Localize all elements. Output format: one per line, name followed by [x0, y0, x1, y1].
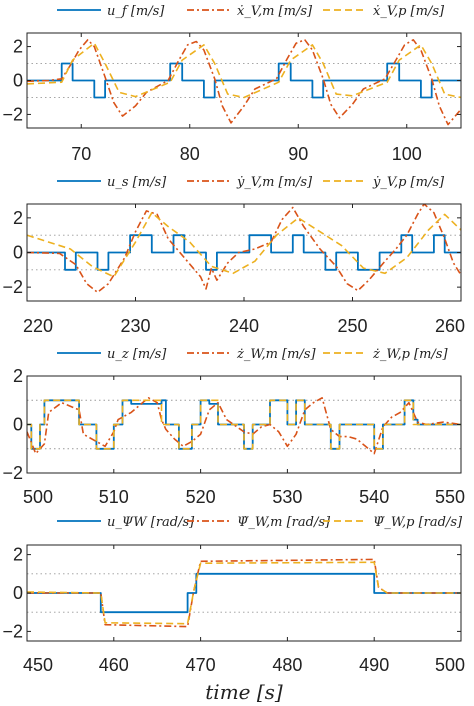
series-line-predicted — [27, 211, 461, 278]
x-axis-title: time [s] — [205, 680, 283, 704]
y-tick-label: −2 — [2, 621, 23, 641]
y-tick-label: 0 — [13, 583, 23, 603]
legend-label: ẏ_V,m [m/s] — [236, 175, 313, 190]
series-line-predicted — [27, 561, 461, 625]
legend: u_f [m/s] ẋ_V,m [m/s] ẋ_V,p [m/s] — [57, 4, 445, 19]
x-tick-label: 540 — [359, 487, 389, 507]
x-tick-label: 500 — [435, 655, 465, 675]
x-tick-label: 480 — [272, 655, 302, 675]
x-tick-label: 230 — [120, 316, 150, 336]
subplot-2: −2 0 2 220 230 240 250 260 u_s [m/s] ẏ_V,m [m/s] ẏ… — [2, 175, 465, 336]
x-tick-label: 500 — [23, 487, 53, 507]
legend-label: ẏ_V,p [m/s] — [372, 175, 445, 190]
legend: u_z [m/s] ż_W,m [m/s] ż_W,p [m/s] — [57, 347, 448, 362]
x-tick-label: 70 — [71, 144, 91, 164]
x-tick-label: 250 — [337, 316, 367, 336]
legend-label: ż_W,p [m/s] — [372, 347, 448, 362]
y-tick-label: 2 — [13, 545, 23, 565]
series-line-predicted — [27, 399, 461, 450]
legend-label: u_z [m/s] — [107, 347, 167, 362]
y-tick-label: 0 — [13, 243, 23, 263]
legend-label: Ψ̇_W,p [rad/s] — [373, 515, 463, 530]
x-tick-label: 550 — [435, 487, 465, 507]
subplot-3: −2 0 2 500 510 520 530 540 550 u_z [m/s] ż_W,m [m/… — [2, 347, 465, 507]
legend-label: u_ΨW [rad/s] — [107, 515, 195, 530]
x-tick-label: 100 — [392, 144, 422, 164]
subplot-1: −2 0 2 70 80 90 100 u_f [m/s] ẋ_V,m [m/s] ẋ_V,p [… — [2, 4, 462, 164]
series-line-u — [27, 234, 461, 271]
legend-label: ż_W,m [m/s] — [236, 347, 316, 362]
y-tick-label: 2 — [13, 208, 23, 228]
x-tick-label: 450 — [23, 655, 53, 675]
subplot-4: −2 0 2 450 460 470 480 490 500 u_ΨW [rad/s] Ψ̇_W,m… — [2, 515, 465, 704]
x-tick-label: 510 — [99, 487, 129, 507]
x-tick-label: 520 — [186, 487, 216, 507]
y-tick-label: 0 — [13, 415, 23, 435]
y-tick-label: 2 — [13, 366, 23, 386]
y-tick-label: −2 — [2, 104, 23, 124]
legend-label: u_s [m/s] — [107, 175, 167, 190]
legend-label: u_f [m/s] — [107, 4, 165, 19]
x-tick-label: 470 — [186, 655, 216, 675]
legend-label: ẋ_V,p [m/s] — [373, 4, 445, 19]
y-tick-label: 0 — [13, 71, 23, 91]
x-tick-label: 90 — [288, 144, 308, 164]
y-tick-label: −2 — [2, 277, 23, 297]
series-line-measured — [27, 396, 461, 455]
x-tick-label: 490 — [359, 655, 389, 675]
x-tick-label: 80 — [180, 144, 200, 164]
series-line-measured — [27, 38, 461, 126]
legend: u_ΨW [rad/s] Ψ̇_W,m [rad/s] Ψ̇_W,p [rad/s] — [57, 515, 463, 530]
series-line-u — [27, 62, 461, 99]
x-tick-label: 530 — [272, 487, 302, 507]
x-tick-label: 220 — [23, 316, 53, 336]
series-line-measured — [27, 204, 461, 294]
legend-label: ẋ_V,m [m/s] — [237, 4, 313, 19]
x-tick-label: 460 — [99, 655, 129, 675]
series-line-predicted — [27, 42, 461, 99]
y-tick-label: 2 — [13, 37, 23, 57]
series-line-u — [27, 572, 461, 614]
legend-label: Ψ̇_W,m [rad/s] — [237, 515, 331, 530]
x-tick-label: 240 — [229, 316, 259, 336]
y-tick-label: −2 — [2, 463, 23, 483]
legend: u_s [m/s] ẏ_V,m [m/s] ẏ_V,p [m/s] — [57, 175, 445, 190]
x-tick-label: 260 — [435, 316, 465, 336]
